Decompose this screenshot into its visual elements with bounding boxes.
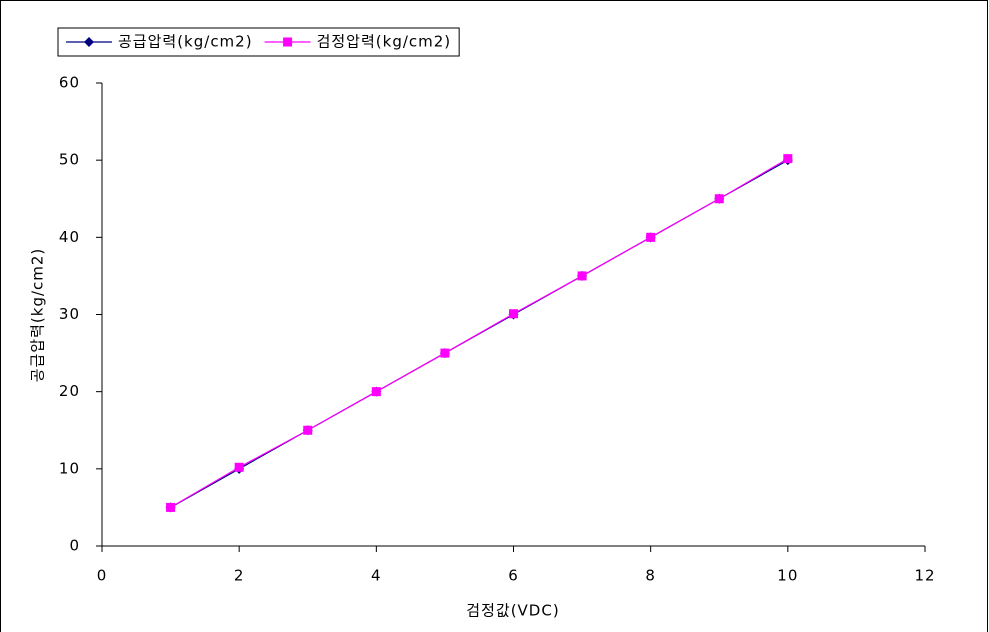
x-tick-label: 4 xyxy=(371,567,382,585)
y-tick-label: 60 xyxy=(59,74,80,92)
data-point xyxy=(440,349,449,358)
data-point xyxy=(303,426,312,435)
legend-label: 공급압력(kg/cm2) xyxy=(118,33,253,51)
data-point xyxy=(372,387,381,396)
chart-frame xyxy=(1,1,988,632)
x-tick-label: 8 xyxy=(645,567,656,585)
x-tick-label: 6 xyxy=(508,567,519,585)
legend-label: 검정압력(kg/cm2) xyxy=(317,33,452,51)
x-tick-label: 2 xyxy=(234,567,245,585)
data-point xyxy=(715,194,724,203)
y-tick-label: 50 xyxy=(59,151,80,169)
y-tick-label: 20 xyxy=(59,382,80,400)
x-tick-label: 12 xyxy=(914,567,935,585)
data-point xyxy=(578,271,587,280)
chart: 검정값(VDC) 공급압력(kg/cm2) 0 10 20 30 40 50 60 0 2 4 6 8… xyxy=(0,0,989,632)
legend-marker xyxy=(283,38,292,47)
x-tick-label: 0 xyxy=(97,567,108,585)
data-point xyxy=(509,309,518,318)
data-point xyxy=(646,233,655,242)
data-point xyxy=(166,503,175,512)
y-axis-label: 공급압력(kg/cm2) xyxy=(29,248,47,383)
x-axis-label: 검정값(VDC) xyxy=(466,602,559,620)
y-tick-label: 10 xyxy=(59,459,80,477)
y-tick-label: 0 xyxy=(69,537,80,555)
y-tick-label: 40 xyxy=(59,228,80,246)
x-tick-label: 10 xyxy=(777,567,798,585)
data-point xyxy=(235,463,244,472)
y-tick-label: 30 xyxy=(59,305,80,323)
data-point xyxy=(783,154,792,163)
